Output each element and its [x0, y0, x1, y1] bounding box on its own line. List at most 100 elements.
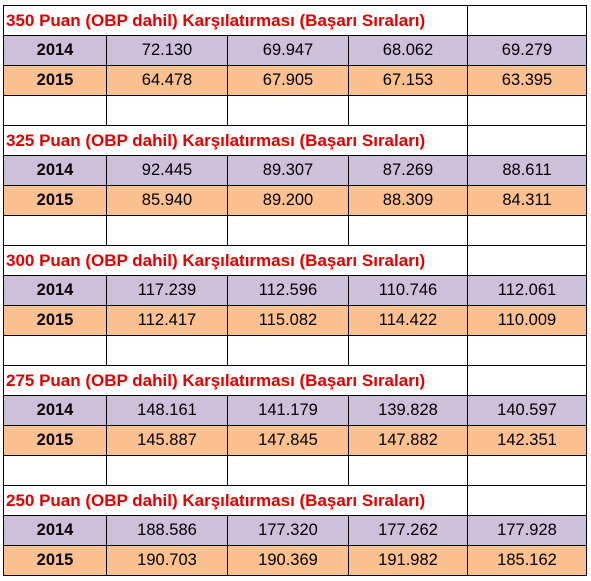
empty-cell[interactable]: [3, 215, 107, 246]
section-title[interactable]: 275 Puan (OBP dahil) Karşılatırması (Baş…: [3, 365, 468, 396]
table-row: 2015 190.703 190.369 191.982 185.162: [3, 545, 587, 576]
empty-cell[interactable]: [467, 335, 587, 366]
empty-cell[interactable]: [227, 455, 349, 486]
empty-cell[interactable]: [467, 455, 587, 486]
empty-cell[interactable]: [227, 215, 349, 246]
year-cell[interactable]: 2015: [3, 425, 107, 456]
value-cell[interactable]: 147.845: [227, 425, 349, 456]
year-cell[interactable]: 2015: [3, 305, 107, 336]
value-cell[interactable]: 85.940: [106, 185, 228, 216]
table-row: 2014 92.445 89.307 87.269 88.611: [3, 155, 587, 186]
year-cell[interactable]: 2015: [3, 545, 107, 576]
empty-cell[interactable]: [467, 365, 587, 396]
year-cell[interactable]: 2014: [3, 35, 107, 66]
value-cell[interactable]: 112.596: [227, 275, 349, 306]
value-cell[interactable]: 148.161: [106, 395, 228, 426]
value-cell[interactable]: 147.882: [348, 425, 468, 456]
empty-cell[interactable]: [348, 335, 468, 366]
value-cell[interactable]: 68.062: [348, 35, 468, 66]
table-row: 2014 72.130 69.947 68.062 69.279: [3, 35, 587, 66]
section-title[interactable]: 250 Puan (OBP dahil) Karşılatırması (Baş…: [3, 485, 468, 516]
table-row: 2015 145.887 147.845 147.882 142.351: [3, 425, 587, 456]
value-cell[interactable]: 87.269: [348, 155, 468, 186]
value-cell[interactable]: 177.262: [348, 515, 468, 546]
section-title[interactable]: 325 Puan (OBP dahil) Karşılatırması (Baş…: [3, 125, 468, 156]
empty-cell[interactable]: [348, 95, 468, 126]
value-cell[interactable]: 117.239: [106, 275, 228, 306]
section-title-row: 275 Puan (OBP dahil) Karşılatırması (Baş…: [3, 365, 587, 396]
value-cell[interactable]: 114.422: [348, 305, 468, 336]
value-cell[interactable]: 88.611: [467, 155, 587, 186]
value-cell[interactable]: 142.351: [467, 425, 587, 456]
year-cell[interactable]: 2014: [3, 515, 107, 546]
value-cell[interactable]: 191.982: [348, 545, 468, 576]
value-cell[interactable]: 67.905: [227, 65, 349, 96]
value-cell[interactable]: 177.928: [467, 515, 587, 546]
value-cell[interactable]: 177.320: [227, 515, 349, 546]
empty-cell[interactable]: [106, 455, 228, 486]
empty-cell[interactable]: [106, 215, 228, 246]
value-cell[interactable]: 72.130: [106, 35, 228, 66]
blank-row: [3, 215, 587, 246]
year-cell[interactable]: 2014: [3, 155, 107, 186]
table-row: 2014 117.239 112.596 110.746 112.061: [3, 275, 587, 306]
table-row: 2015 64.478 67.905 67.153 63.395: [3, 65, 587, 96]
value-cell[interactable]: 89.307: [227, 155, 349, 186]
empty-cell[interactable]: [348, 215, 468, 246]
blank-row: [3, 335, 587, 366]
blank-row: [3, 95, 587, 126]
table-row: 2014 148.161 141.179 139.828 140.597: [3, 395, 587, 426]
section-title-row: 325 Puan (OBP dahil) Karşılatırması (Baş…: [3, 125, 587, 156]
year-cell[interactable]: 2014: [3, 395, 107, 426]
empty-cell[interactable]: [106, 335, 228, 366]
table-row: 2014 188.586 177.320 177.262 177.928: [3, 515, 587, 546]
empty-cell[interactable]: [227, 95, 349, 126]
value-cell[interactable]: 115.082: [227, 305, 349, 336]
value-cell[interactable]: 190.703: [106, 545, 228, 576]
section-title[interactable]: 350 Puan (OBP dahil) Karşılatırması (Baş…: [3, 5, 468, 36]
table-row: 2015 85.940 89.200 88.309 84.311: [3, 185, 587, 216]
empty-cell[interactable]: [3, 335, 107, 366]
value-cell[interactable]: 185.162: [467, 545, 587, 576]
value-cell[interactable]: 190.369: [227, 545, 349, 576]
section-title-row: 350 Puan (OBP dahil) Karşılatırması (Baş…: [3, 5, 587, 36]
value-cell[interactable]: 112.417: [106, 305, 228, 336]
empty-cell[interactable]: [467, 245, 587, 276]
value-cell[interactable]: 141.179: [227, 395, 349, 426]
value-cell[interactable]: 69.279: [467, 35, 587, 66]
empty-cell[interactable]: [348, 455, 468, 486]
year-cell[interactable]: 2015: [3, 65, 107, 96]
table-row: 2015 112.417 115.082 114.422 110.009: [3, 305, 587, 336]
empty-cell[interactable]: [106, 95, 228, 126]
value-cell[interactable]: 88.309: [348, 185, 468, 216]
empty-cell[interactable]: [3, 455, 107, 486]
blank-row: [3, 455, 587, 486]
value-cell[interactable]: 69.947: [227, 35, 349, 66]
year-cell[interactable]: 2015: [3, 185, 107, 216]
section-title-row: 250 Puan (OBP dahil) Karşılatırması (Baş…: [3, 485, 587, 516]
empty-cell[interactable]: [467, 215, 587, 246]
value-cell[interactable]: 64.478: [106, 65, 228, 96]
value-cell[interactable]: 112.061: [467, 275, 587, 306]
empty-cell[interactable]: [3, 95, 107, 126]
value-cell[interactable]: 139.828: [348, 395, 468, 426]
value-cell[interactable]: 110.746: [348, 275, 468, 306]
value-cell[interactable]: 188.586: [106, 515, 228, 546]
empty-cell[interactable]: [467, 5, 587, 36]
value-cell[interactable]: 84.311: [467, 185, 587, 216]
year-cell[interactable]: 2014: [3, 275, 107, 306]
value-cell[interactable]: 63.395: [467, 65, 587, 96]
comparison-spreadsheet: 350 Puan (OBP dahil) Karşılatırması (Baş…: [3, 5, 587, 576]
section-title-row: 300 Puan (OBP dahil) Karşılatırması (Baş…: [3, 245, 587, 276]
value-cell[interactable]: 67.153: [348, 65, 468, 96]
section-title[interactable]: 300 Puan (OBP dahil) Karşılatırması (Baş…: [3, 245, 468, 276]
value-cell[interactable]: 92.445: [106, 155, 228, 186]
value-cell[interactable]: 140.597: [467, 395, 587, 426]
empty-cell[interactable]: [467, 485, 587, 516]
empty-cell[interactable]: [227, 335, 349, 366]
value-cell[interactable]: 89.200: [227, 185, 349, 216]
empty-cell[interactable]: [467, 95, 587, 126]
value-cell[interactable]: 110.009: [467, 305, 587, 336]
empty-cell[interactable]: [467, 125, 587, 156]
value-cell[interactable]: 145.887: [106, 425, 228, 456]
